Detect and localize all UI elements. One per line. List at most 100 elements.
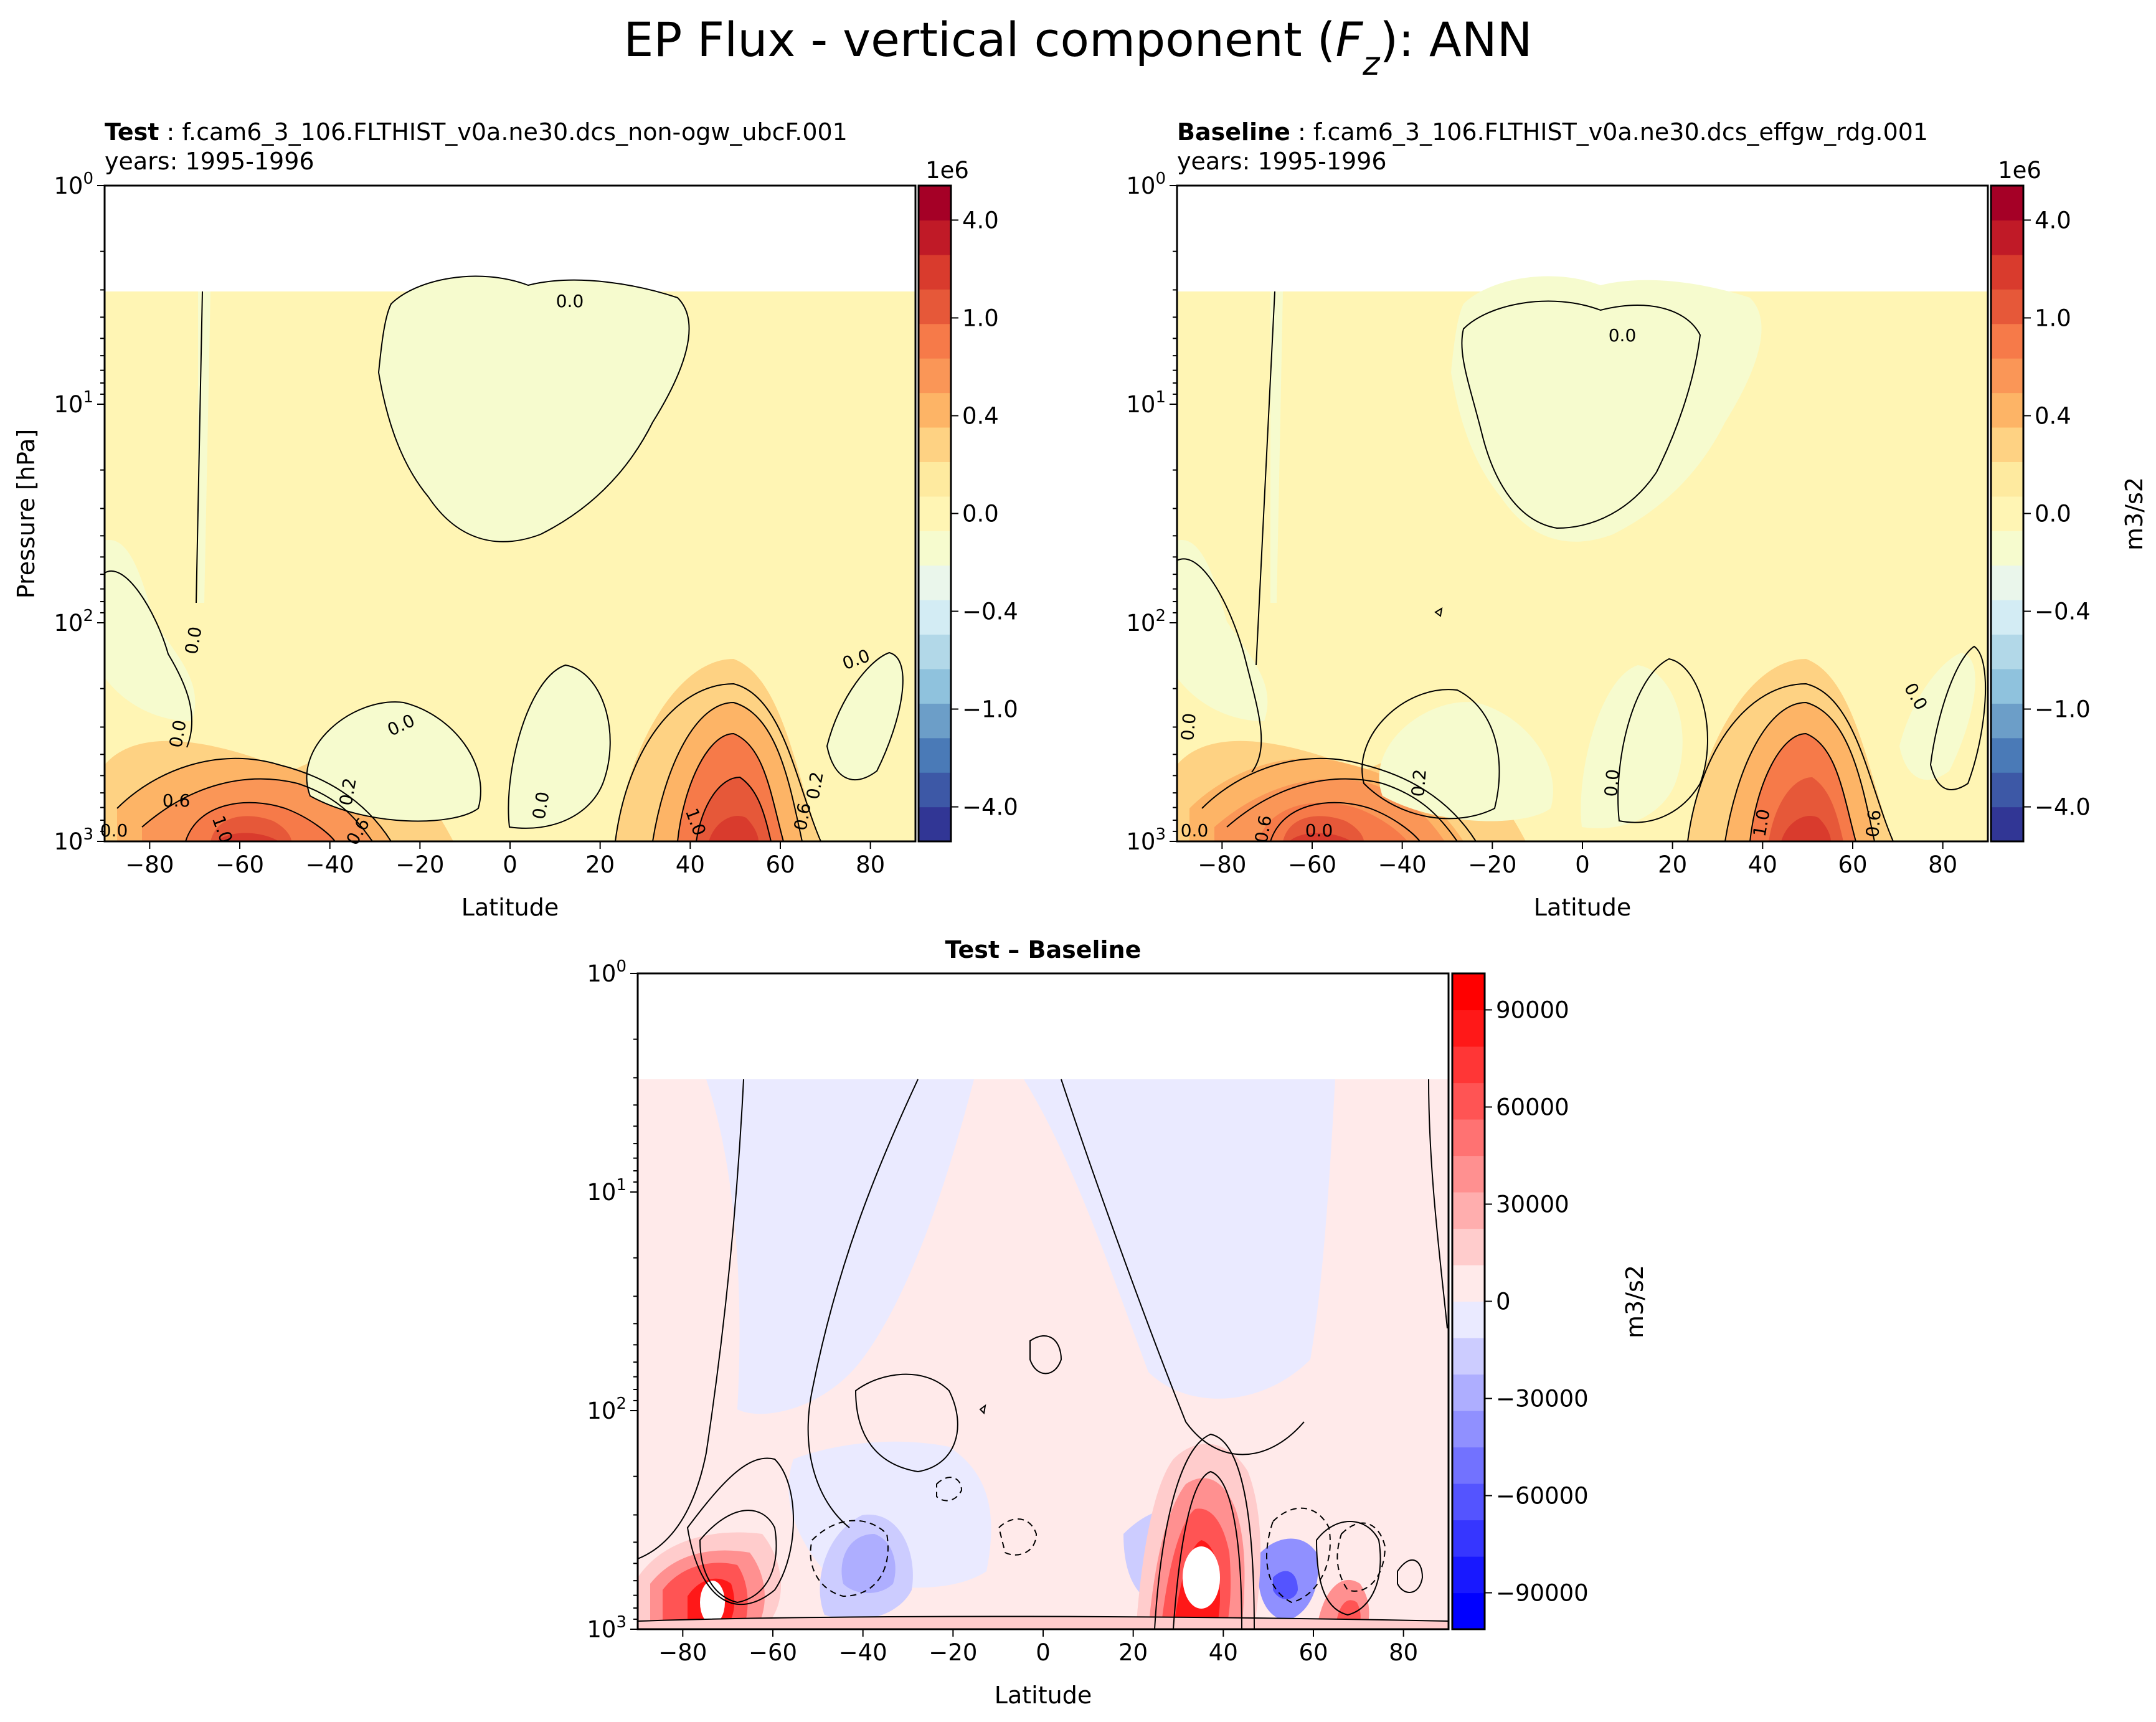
panel-baseline-colorbar-label: m3/s2 xyxy=(2121,477,2148,551)
colorbar-swatch xyxy=(1452,1228,1485,1265)
colorbar-swatch xyxy=(1991,461,2023,497)
colorbar-swatch xyxy=(919,220,951,255)
colorbar-swatch xyxy=(1991,220,2023,255)
colorbar-tick-label: −0.4 xyxy=(2035,598,2091,625)
colorbar-swatch xyxy=(1452,973,1485,1011)
panel-diff-title: Test – Baseline xyxy=(945,936,1142,963)
colorbar-tick-label: 1.0 xyxy=(962,305,999,331)
colorbar-swatch xyxy=(1991,289,2023,324)
colorbar-swatch xyxy=(1991,496,2023,531)
colorbar-swatch xyxy=(1452,1301,1485,1338)
x-tick-label: 60 xyxy=(765,851,795,878)
colorbar-swatch xyxy=(919,600,951,635)
contour-label: 0.0 xyxy=(1609,325,1637,346)
x-tick-label: 40 xyxy=(1209,1639,1238,1666)
y-tick-label: 102 xyxy=(54,607,93,636)
panel-test-title: Test : f.cam6_3_106.FLTHIST_v0a.ne30.dcs… xyxy=(105,118,848,146)
contour-label: 1.0 xyxy=(1749,808,1774,839)
colorbar-swatch xyxy=(1452,1592,1485,1630)
colorbar-swatch xyxy=(1991,668,2023,704)
colorbar-tick-label: 0 xyxy=(1496,1289,1511,1315)
colorbar-tick-label: 60000 xyxy=(1496,1094,1569,1121)
panel-test-years: years: 1995-1996 xyxy=(105,148,314,175)
colorbar-swatch xyxy=(1452,1265,1485,1302)
contour-label: 0.0 xyxy=(556,291,584,311)
panel-baseline-years: years: 1995-1996 xyxy=(1177,148,1387,175)
colorbar-swatch xyxy=(919,323,951,359)
panel-test-colorbar: 4.0 1.0 0.4 0.0 −0.4 −1.0 −4.0 1e6 xyxy=(917,157,1018,843)
y-tick-label: 100 xyxy=(54,169,93,199)
colorbar-swatch xyxy=(919,358,951,394)
colorbar-tick-label: −90000 xyxy=(1496,1580,1589,1607)
contour-label: 0.0 xyxy=(529,790,554,821)
x-tick-label: 0 xyxy=(1575,851,1590,878)
panel-baseline-title: Baseline : f.cam6_3_106.FLTHIST_v0a.ne30… xyxy=(1177,118,1928,146)
x-tick-label: −80 xyxy=(658,1639,707,1666)
contour-label: 0.0 xyxy=(1305,820,1333,841)
colorbar-swatch xyxy=(1991,427,2023,462)
colorbar-swatch xyxy=(919,703,951,739)
contour-label: 0.6 xyxy=(1251,814,1276,845)
x-tick-label: 0 xyxy=(1036,1639,1051,1666)
colorbar-swatch xyxy=(919,427,951,462)
x-tick-label: 20 xyxy=(1658,851,1687,878)
x-tick-label: −60 xyxy=(1288,851,1336,878)
contour-label: 0.2 xyxy=(1407,769,1430,798)
panel-diff-field xyxy=(638,1079,1449,1629)
colorbar-swatch xyxy=(1452,1046,1485,1084)
contour-label: 0.6 xyxy=(163,790,191,811)
panel-test: Test : f.cam6_3_106.FLTHIST_v0a.ne30.dcs… xyxy=(12,118,1018,921)
colorbar-swatch xyxy=(1991,772,2023,808)
x-tick-label: 80 xyxy=(1928,851,1957,878)
colorbar-swatch xyxy=(1452,1192,1485,1229)
colorbar-swatch xyxy=(1452,1338,1485,1375)
colorbar-swatch xyxy=(919,254,951,290)
x-tick-label: −80 xyxy=(1198,851,1246,878)
colorbar-swatch xyxy=(1452,1520,1485,1557)
colorbar-swatch xyxy=(1452,1447,1485,1484)
y-tick-label: 103 xyxy=(54,825,93,855)
contour-label: 0.6 xyxy=(790,802,815,833)
colorbar-tick-label: 30000 xyxy=(1496,1191,1569,1218)
panel-diff-colorbar-label: m3/s2 xyxy=(1621,1265,1648,1338)
x-tick-label: −20 xyxy=(929,1639,977,1666)
x-tick-label: 40 xyxy=(1748,851,1777,878)
colorbar-swatch xyxy=(1452,1119,1485,1157)
colorbar-swatch xyxy=(1452,1374,1485,1411)
panel-diff-xlabel: Latitude xyxy=(995,1682,1092,1709)
y-tick-label: 101 xyxy=(587,1176,626,1206)
colorbar-swatch xyxy=(1991,737,2023,773)
x-tick-label: −80 xyxy=(125,851,174,878)
colorbar-swatch xyxy=(919,289,951,324)
x-tick-label: 60 xyxy=(1298,1639,1328,1666)
y-tick-label: 103 xyxy=(1126,825,1166,855)
colorbar-swatch xyxy=(1991,186,2023,221)
colorbar-tick-label: −0.4 xyxy=(962,598,1018,625)
colorbar-swatch xyxy=(1452,1411,1485,1448)
colorbar-swatch xyxy=(1991,600,2023,635)
colorbar-swatch xyxy=(919,565,951,600)
x-tick-label: 40 xyxy=(676,851,705,878)
colorbar-swatch xyxy=(919,807,951,842)
colorbar-tick-label: 0.4 xyxy=(962,402,999,429)
colorbar-offset-label: 1e6 xyxy=(925,157,969,184)
colorbar-swatch xyxy=(919,634,951,669)
colorbar-tick-label: 0.0 xyxy=(2035,501,2071,527)
contour-label: 0.0 xyxy=(1177,712,1200,742)
panel-test-field xyxy=(105,275,915,841)
contour-label: 0.2 xyxy=(336,777,361,808)
x-tick-label: −60 xyxy=(215,851,264,878)
colorbar-swatch xyxy=(919,737,951,773)
colorbar-tick-label: 0.0 xyxy=(962,501,999,527)
colorbar-swatch xyxy=(1452,1155,1485,1193)
y-tick-label: 101 xyxy=(54,388,93,418)
colorbar-swatch xyxy=(1991,358,2023,394)
contour-label: 0.0 xyxy=(1600,769,1624,798)
x-tick-label: 80 xyxy=(1389,1639,1418,1666)
panel-baseline-contour-labels: 0.0 0.0 0.0 0.0 0.2 0.6 0.0 1.0 0.6 0.0 xyxy=(1177,325,1931,844)
colorbar-tick-label: 4.0 xyxy=(962,207,999,234)
colorbar-swatch xyxy=(919,531,951,566)
panel-baseline: Baseline : f.cam6_3_106.FLTHIST_v0a.ne30… xyxy=(1126,118,2148,921)
colorbar-swatch xyxy=(1452,1082,1485,1120)
colorbar-swatch xyxy=(919,392,951,428)
